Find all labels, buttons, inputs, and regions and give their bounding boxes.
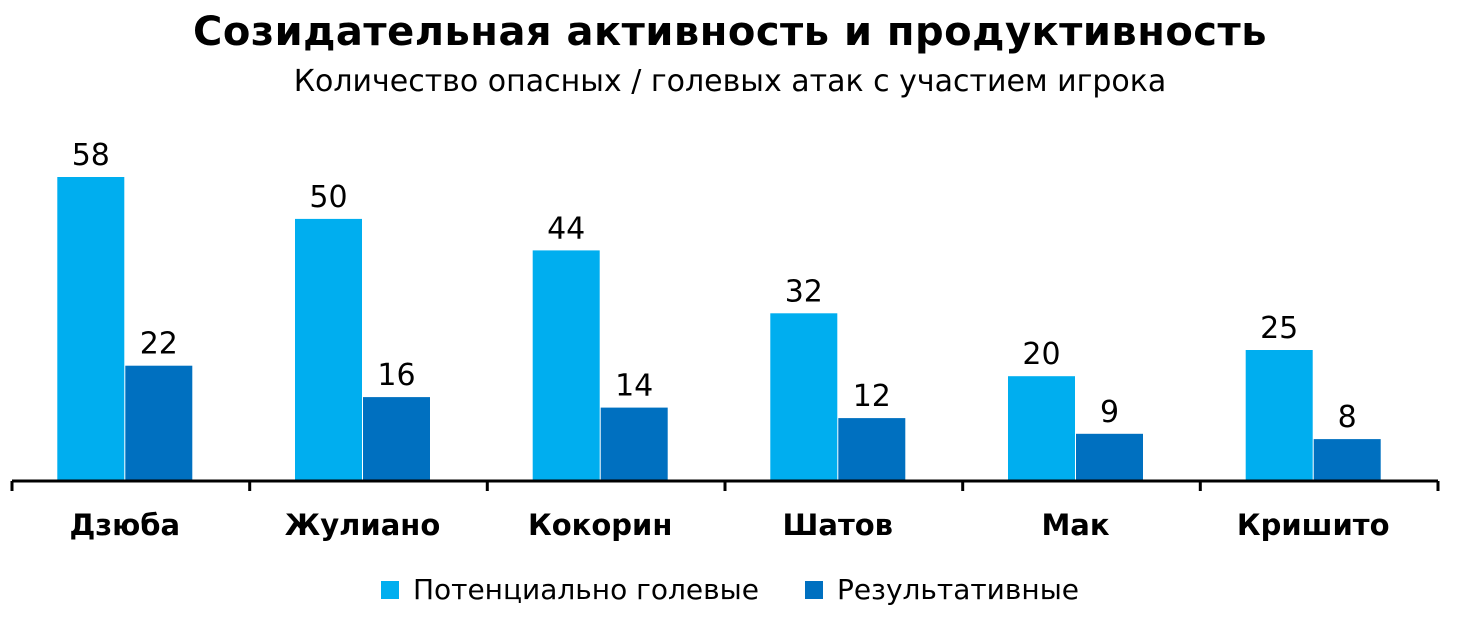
data-label-potential-5: 20: [1022, 337, 1060, 372]
bar-effective-3: [600, 407, 668, 481]
chart-subtitle: Количество опасных / голевых атак с учас…: [293, 64, 1167, 99]
x-tick-label-6: Кришито: [1237, 508, 1390, 542]
chart-legend: Потенциально голевые Результативные: [0, 570, 1460, 610]
data-label-potential-1: 58: [72, 138, 110, 173]
data-label-effective-4: 12: [853, 379, 891, 414]
data-label-effective-6: 8: [1338, 400, 1357, 435]
bar-potential-1: [57, 177, 125, 481]
legend-swatch-effective: [804, 581, 823, 599]
bar-potential-5: [1008, 376, 1075, 481]
data-label-effective-2: 16: [377, 358, 415, 393]
data-label-effective-1: 22: [140, 327, 178, 362]
bar-potential-2: [295, 218, 362, 481]
bar-potential-4: [770, 313, 838, 481]
x-tick-label-3: Кокорин: [528, 508, 672, 542]
bar-potential-3: [532, 250, 600, 481]
x-tick-label-1: Дзюба: [69, 508, 180, 542]
bar-effective-4: [838, 418, 906, 481]
x-tick-label-2: Жулиано: [285, 508, 441, 542]
data-label-effective-3: 14: [615, 369, 653, 404]
bar-effective-1: [125, 365, 193, 481]
data-label-potential-3: 44: [547, 211, 585, 246]
data-label-potential-4: 32: [785, 274, 823, 309]
bar-effective-5: [1076, 433, 1143, 481]
data-label-potential-6: 25: [1260, 311, 1298, 346]
legend-item-potential: Потенциально голевые: [380, 570, 759, 610]
bar-potential-6: [1245, 350, 1313, 481]
legend-label-effective: Результативные: [836, 573, 1080, 606]
x-tick-label-4: Шатов: [783, 508, 893, 542]
legend-item-effective: Результативные: [804, 570, 1080, 610]
legend-label-potential: Потенциально голевые: [412, 573, 759, 606]
legend-swatch-potential: [380, 581, 399, 599]
data-label-effective-5: 9: [1100, 395, 1119, 430]
data-label-potential-2: 50: [309, 180, 347, 215]
chart-title: Созидательная активность и продуктивност…: [193, 9, 1267, 55]
bar-effective-6: [1313, 439, 1381, 481]
bar-effective-2: [363, 397, 430, 481]
x-tick-label-5: Мак: [1041, 508, 1109, 542]
